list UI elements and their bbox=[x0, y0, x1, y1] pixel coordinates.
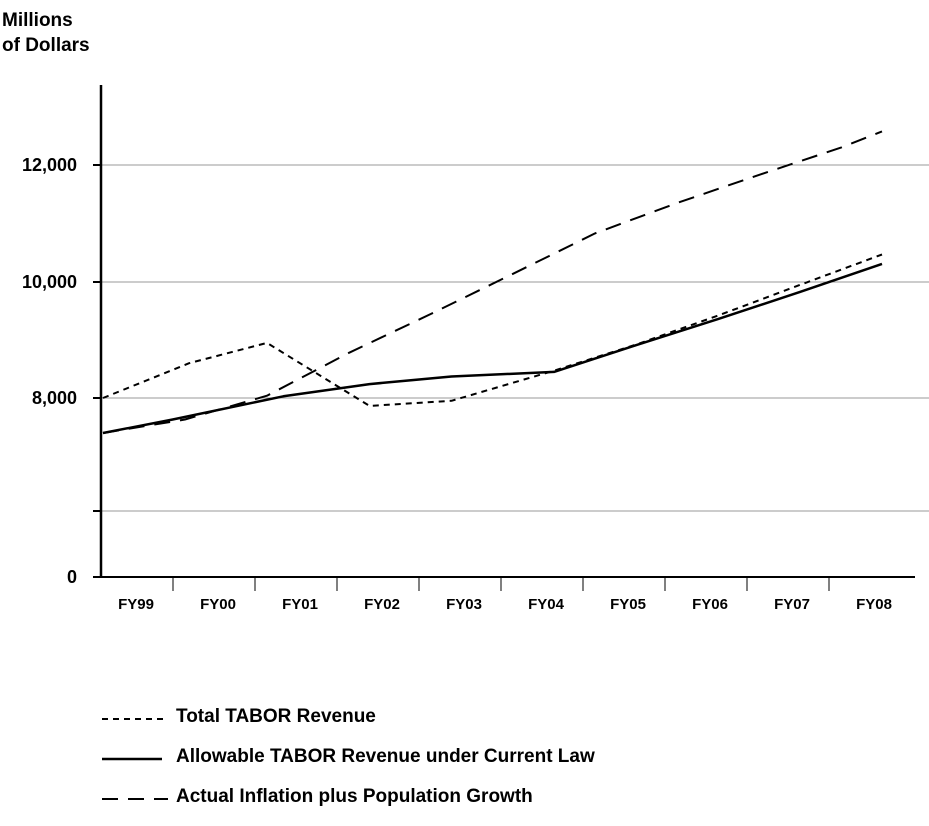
series-lines bbox=[102, 130, 883, 435]
series-line-dashed bbox=[102, 130, 883, 434]
x-tick-label: FY06 bbox=[692, 596, 728, 613]
legend-label: Allowable TABOR Revenue under Current La… bbox=[176, 746, 595, 767]
y-axis-title: Millions of Dollars bbox=[2, 8, 90, 58]
legend-label: Actual Inflation plus Population Growth bbox=[176, 786, 533, 807]
line-chart: FY99 FY00 FY01 FY02 FY03 FY04 FY05 FY06 FY07 FY08… bbox=[22, 85, 929, 613]
x-tick-label: FY04 bbox=[528, 596, 565, 613]
x-tick-label: FY07 bbox=[774, 596, 810, 613]
gridlines bbox=[101, 164, 929, 512]
series-line-solid bbox=[102, 262, 883, 435]
x-axis-ticks: FY99 FY00 FY01 FY02 FY03 FY04 FY05 FY06 FY07 FY08 bbox=[118, 577, 892, 613]
x-tick-label: FY00 bbox=[200, 596, 236, 613]
legend-label: Total TABOR Revenue bbox=[176, 706, 376, 727]
x-tick-label: FY03 bbox=[446, 596, 482, 613]
legend-swatch-solid bbox=[102, 757, 162, 761]
x-tick-label: FY01 bbox=[282, 596, 318, 613]
series-line-dotted bbox=[102, 253, 883, 407]
y-tick-label: 0 bbox=[67, 567, 77, 587]
y-tick-label: 8,000 bbox=[32, 388, 77, 408]
x-tick-label: FY99 bbox=[118, 596, 154, 613]
y-tick-label: 12,000 bbox=[22, 155, 77, 175]
y-axis-title-line-1: Millions bbox=[2, 10, 73, 31]
y-axis-ticks: 0 8,000 10,000 12,000 bbox=[22, 155, 101, 587]
x-tick-label: FY05 bbox=[610, 596, 646, 613]
legend-swatch-dashed bbox=[102, 798, 168, 800]
y-axis-title-line-2: of Dollars bbox=[2, 35, 90, 56]
y-tick-label: 10,000 bbox=[22, 272, 77, 292]
x-tick-label: FY08 bbox=[856, 596, 892, 613]
x-tick-label: FY02 bbox=[364, 596, 400, 613]
axes bbox=[93, 85, 915, 578]
legend-swatch-dotted bbox=[102, 718, 168, 720]
